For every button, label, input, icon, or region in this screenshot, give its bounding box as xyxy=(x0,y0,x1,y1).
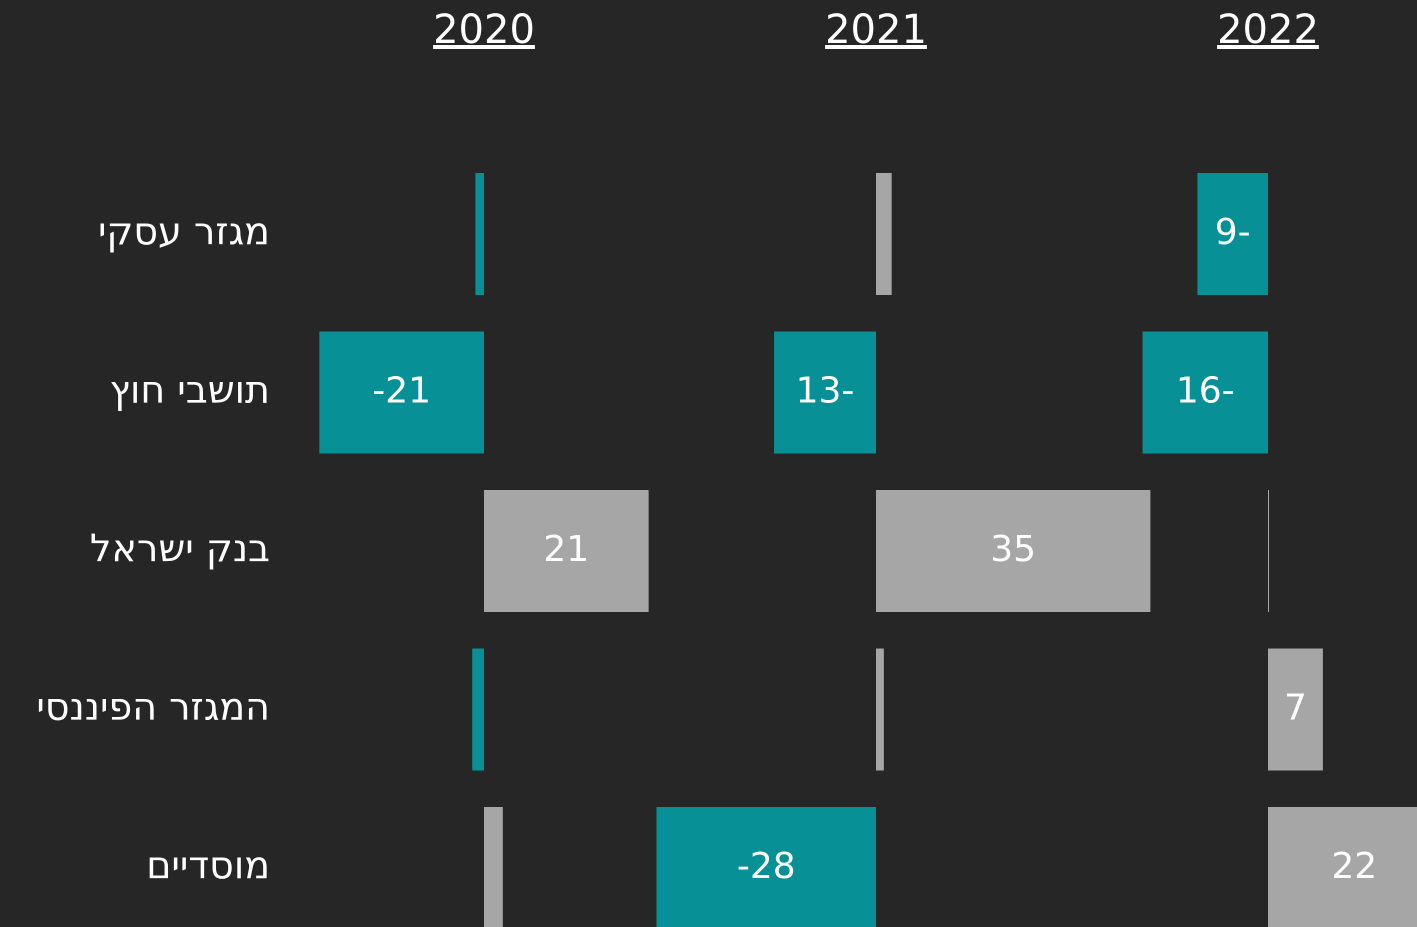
panel-title: 2020 xyxy=(433,7,535,53)
bar xyxy=(472,648,484,771)
bar xyxy=(484,490,649,612)
bar xyxy=(1142,331,1268,454)
category-label: תושבי חוץ xyxy=(110,368,270,412)
value-label: 22 xyxy=(1331,846,1377,887)
value-label: 9- xyxy=(1215,212,1251,253)
panel-title: 2021 xyxy=(825,7,927,53)
category-label: מוסדיים xyxy=(146,844,270,888)
category-label: המגזר הפיננסי xyxy=(36,685,270,729)
bar xyxy=(484,807,503,927)
category-label: בנק ישראל xyxy=(90,527,270,571)
value-label: 7 xyxy=(1284,688,1307,729)
bar xyxy=(1268,490,1269,612)
bar xyxy=(876,490,1151,612)
bar xyxy=(876,648,884,771)
bar xyxy=(774,331,876,454)
bar xyxy=(1197,173,1268,295)
bar xyxy=(876,173,892,295)
bar xyxy=(656,807,876,927)
category-label: מגזר עסקי xyxy=(98,210,270,254)
value-label: 21 xyxy=(543,529,589,570)
bar xyxy=(1268,648,1323,771)
value-label: 13- xyxy=(796,371,855,412)
bar xyxy=(1268,807,1417,927)
value-label: -28 xyxy=(737,846,796,887)
value-label: 16- xyxy=(1176,371,1235,412)
value-label: 35 xyxy=(990,529,1036,570)
bar xyxy=(475,173,484,295)
panel-title: 2022 xyxy=(1217,7,1319,53)
value-label: -21 xyxy=(372,371,431,412)
bar xyxy=(319,331,484,454)
